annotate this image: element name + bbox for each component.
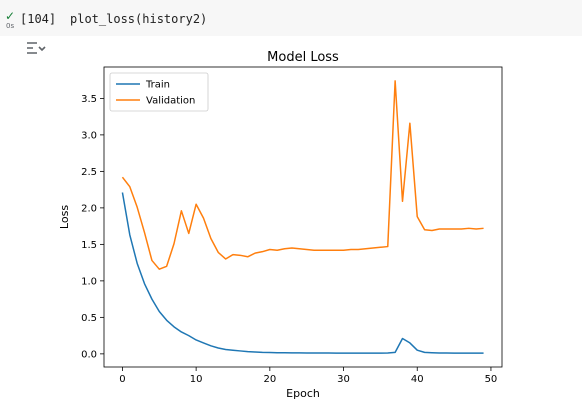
y-tick-label: 1.0 [81,276,97,287]
loss-chart: Model Loss 0 10 20 30 40 50 0.0 0.5 1.0 1.5 2.0 2.5 3… [58,50,503,400]
x-tick-label: 0 [119,374,125,385]
code-input-row[interactable]: ✓ 0s [104] plot_loss(history2) [0,0,582,36]
y-tick-label: 0.0 [81,349,97,360]
run-time: 0s [6,22,15,30]
legend-label-validation: Validation [146,96,195,107]
output-area: Model Loss 0 10 20 30 40 50 0.0 0.5 1.0 1.5 2.0 2.5 3… [58,40,520,410]
y-tick-label: 0.5 [81,313,97,324]
code-text[interactable]: plot_loss(history2) [70,12,208,26]
y-tick-label: 3.0 [81,130,97,141]
check-icon: ✓ [5,9,16,23]
legend-label-train: Train [145,80,170,91]
run-status[interactable]: ✓ 0s [4,10,18,32]
plot-frame [103,66,503,368]
legend-box [109,72,209,112]
y-tick-label: 1.5 [81,240,97,251]
x-tick-label: 40 [411,374,424,385]
x-tick-label: 10 [190,374,203,385]
series-line-validation [121,80,484,270]
x-tick-label: 30 [337,374,350,385]
x-tick-label: 50 [485,374,498,385]
output-toggle-icon[interactable] [24,38,46,60]
chart-title: Model Loss [267,50,339,65]
y-tick-label: 2.0 [81,203,97,214]
y-axis-label: Loss [60,205,71,229]
y-tick-label: 3.5 [81,94,97,105]
execution-count: [104] [20,12,57,26]
series-line-train [121,192,484,354]
y-tick-label: 2.5 [81,167,97,178]
x-axis-label: Epoch [286,387,320,400]
x-tick-label: 20 [263,374,276,385]
